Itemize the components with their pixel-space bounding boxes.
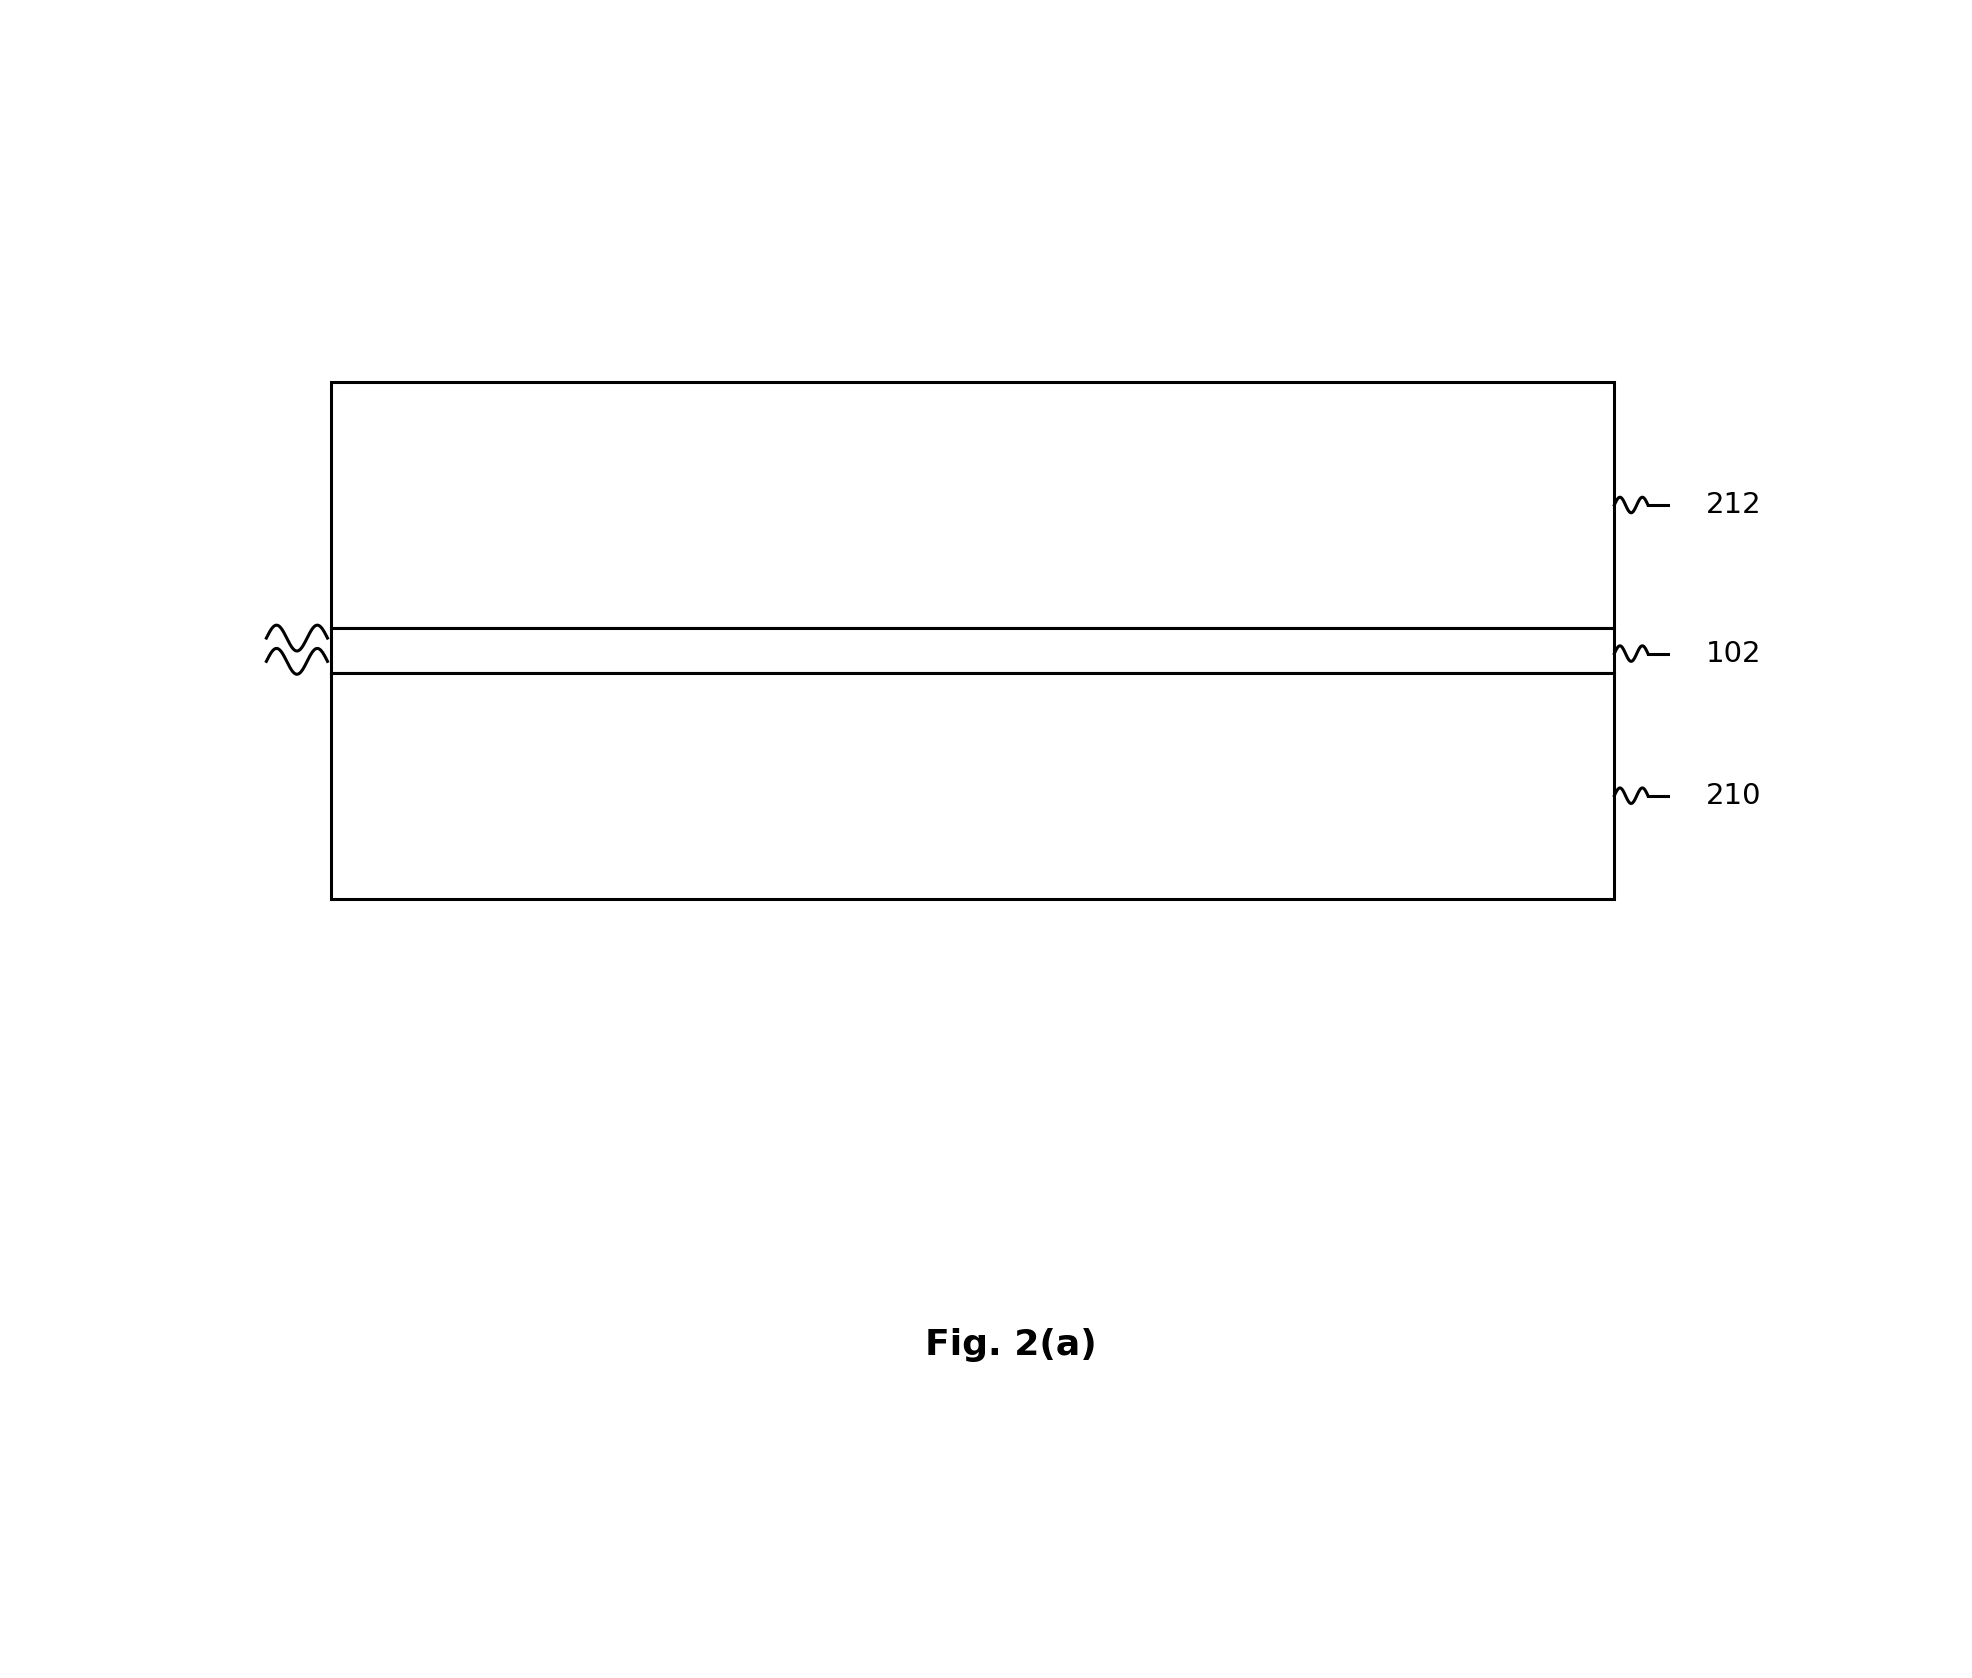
Text: 212: 212 <box>1706 492 1761 519</box>
Bar <box>331 628 1615 673</box>
Bar <box>331 383 1615 628</box>
Bar <box>331 673 1615 899</box>
Text: 102: 102 <box>1706 639 1761 668</box>
Text: Fig. 2(a): Fig. 2(a) <box>925 1327 1096 1363</box>
Text: 210: 210 <box>1706 782 1761 810</box>
